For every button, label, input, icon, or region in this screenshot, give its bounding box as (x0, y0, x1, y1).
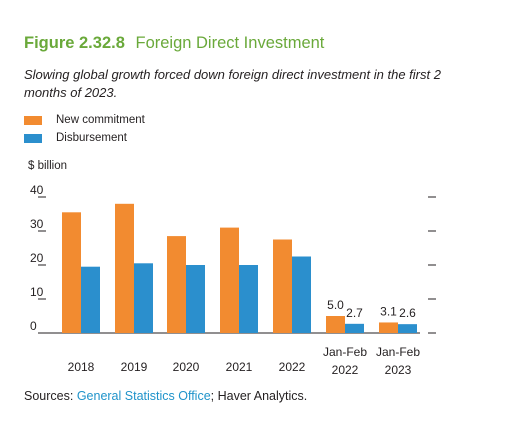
figure-title: Figure 2.32.8 Foreign Direct Investment (24, 34, 324, 53)
y-axis-unit-label: $ billion (28, 160, 67, 172)
legend-label-new-commitment: New commitment (56, 114, 145, 126)
bar-new-commitment (220, 227, 239, 333)
data-label: 3.1 (380, 304, 397, 318)
source-prefix: Sources: (24, 389, 77, 403)
legend-item-new-commitment: New commitment (24, 111, 145, 129)
bar-new-commitment (273, 239, 292, 333)
x-tick-label: 2020 (173, 360, 200, 374)
bar-new-commitment (62, 212, 81, 333)
x-tick-label: 2018 (68, 360, 95, 374)
bar-disbursement (134, 263, 153, 333)
x-tick-label: Jan-Feb (323, 345, 367, 359)
chart-subtitle: Slowing global growth forced down foreig… (24, 67, 441, 100)
data-label: 5.0 (327, 298, 344, 312)
x-tick-label: 2023 (385, 363, 412, 377)
y-tick-label: 30 (30, 217, 44, 231)
data-label: 2.7 (346, 306, 363, 320)
x-tick-label: 2022 (279, 360, 306, 374)
bar-disbursement (345, 323, 364, 333)
bar-new-commitment (115, 203, 134, 333)
y-tick-label: 10 (30, 285, 44, 299)
bar-disbursement (239, 265, 258, 333)
y-tick-label: 20 (30, 251, 44, 265)
legend-item-disbursement: Disbursement (24, 129, 145, 147)
bar-disbursement (398, 324, 417, 333)
source-note: Sources: General Statistics Office; Have… (24, 389, 307, 403)
x-tick-label: 2021 (226, 360, 253, 374)
bar-new-commitment (326, 316, 345, 333)
legend-swatch-disbursement (24, 133, 42, 143)
legend-swatch-new-commitment (24, 115, 42, 125)
source-suffix: ; Haver Analytics. (210, 389, 308, 403)
x-tick-label: 2019 (121, 360, 148, 374)
y-tick-label: 40 (30, 183, 44, 197)
x-tick-label: Jan-Feb (376, 345, 420, 359)
legend-label-disbursement: Disbursement (56, 132, 127, 144)
figure-name: Foreign Direct Investment (135, 34, 325, 52)
bar-disbursement (81, 266, 100, 333)
bar-new-commitment (379, 322, 398, 333)
bar-disbursement (186, 265, 205, 333)
y-tick-label: 0 (30, 319, 37, 333)
source-link[interactable]: General Statistics Office (76, 389, 211, 403)
data-label: 2.6 (399, 306, 416, 320)
figure-number: Figure 2.32.8 (24, 34, 125, 52)
x-tick-label: 2022 (332, 363, 359, 377)
chart-legend: New commitment Disbursement (24, 111, 145, 147)
bar-disbursement (292, 256, 311, 333)
bar-new-commitment (167, 236, 186, 333)
